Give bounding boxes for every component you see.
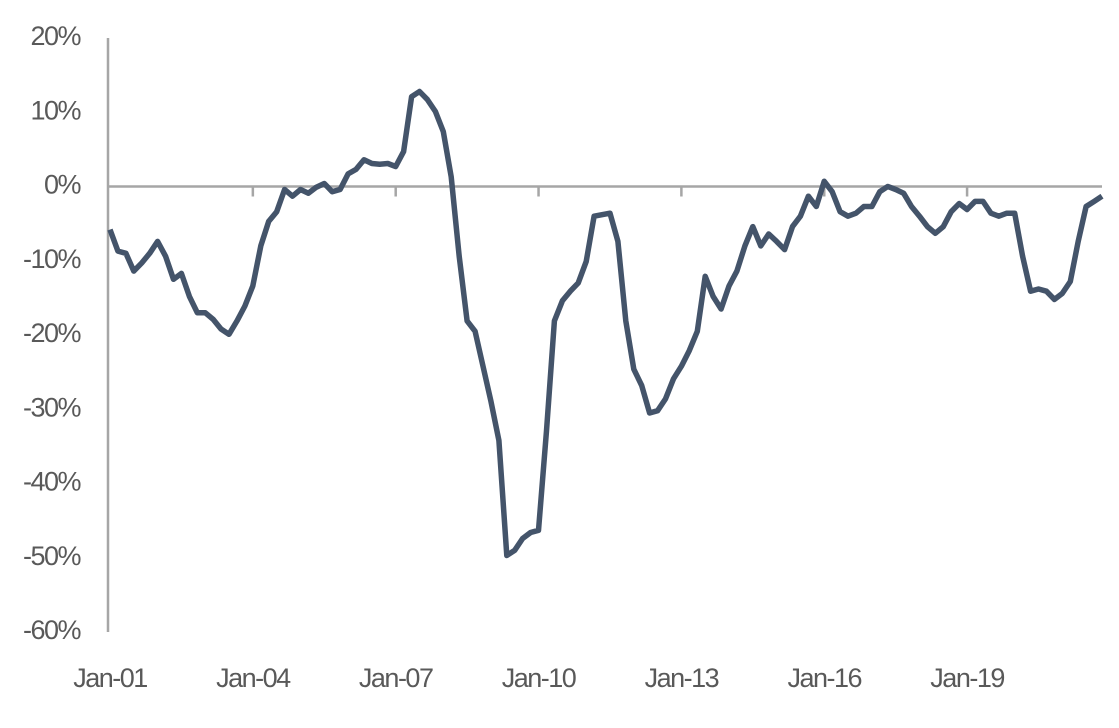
y-tick-label: -30% [23,392,82,422]
x-tick-label: Jan-07 [359,663,433,693]
x-tick-label: Jan-04 [216,663,291,693]
x-tick-label: Jan-16 [787,663,861,693]
y-tick-label: -40% [23,467,82,497]
x-tick-label: Jan-01 [73,663,147,693]
x-tick-label: Jan-13 [645,663,719,693]
line-series [107,88,1104,559]
y-tick-label: -60% [23,615,82,645]
y-tick-label: 0% [44,170,82,200]
y-tick-label: -10% [23,244,82,274]
x-tick-label: Jan-19 [930,663,1004,693]
y-tick-label: -20% [23,318,82,348]
y-tick-label: 10% [30,95,81,125]
y-tick-label: 20% [30,21,81,51]
y-tick-label: -50% [23,541,82,571]
x-tick-label: Jan-10 [502,663,576,693]
